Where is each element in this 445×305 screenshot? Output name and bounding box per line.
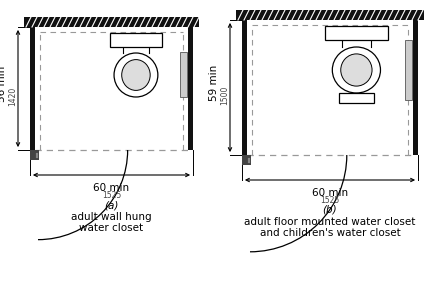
Bar	[242, 20, 247, 155]
Bar	[180, 52, 187, 97]
Text: 60 min: 60 min	[93, 183, 129, 193]
Text: adult wall hung: adult wall hung	[71, 212, 152, 222]
Text: (a): (a)	[104, 200, 119, 210]
Bar	[30, 150, 39, 160]
Bar	[236, 10, 424, 20]
Bar	[247, 157, 250, 163]
Text: (b): (b)	[323, 205, 337, 215]
Bar	[325, 26, 388, 40]
Text: 56 min: 56 min	[0, 65, 7, 102]
Ellipse shape	[341, 54, 372, 86]
Text: 1500: 1500	[221, 86, 230, 105]
Text: 1525: 1525	[320, 196, 340, 205]
Text: 60 min: 60 min	[312, 188, 348, 198]
Bar	[35, 152, 38, 158]
Text: 1525: 1525	[102, 191, 121, 200]
Bar	[30, 27, 35, 150]
Ellipse shape	[122, 59, 150, 90]
Bar	[24, 17, 199, 27]
Text: adult floor mounted water closet: adult floor mounted water closet	[244, 217, 416, 227]
Bar	[405, 40, 412, 100]
Ellipse shape	[114, 53, 158, 97]
Text: 59 min: 59 min	[209, 64, 219, 101]
Ellipse shape	[332, 47, 380, 93]
Text: and children's water closet: and children's water closet	[259, 228, 400, 238]
Bar	[35, 27, 188, 150]
Bar	[242, 155, 251, 165]
Text: water closet: water closet	[80, 223, 144, 233]
Bar	[247, 20, 413, 155]
Bar	[413, 20, 418, 155]
Bar	[110, 33, 162, 47]
Bar	[188, 27, 193, 150]
Bar	[339, 93, 374, 103]
Text: 1420: 1420	[8, 87, 17, 106]
